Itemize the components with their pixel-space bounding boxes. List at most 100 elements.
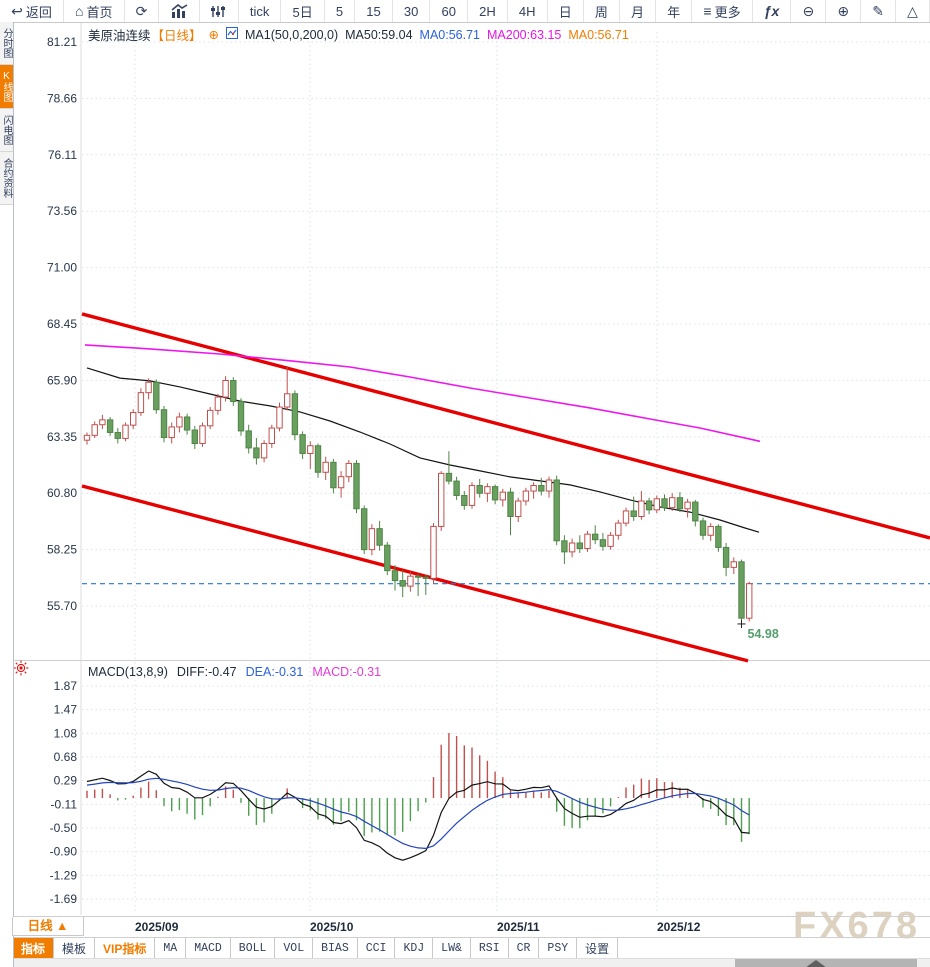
- tab-macd[interactable]: MACD: [186, 938, 231, 958]
- candle: [615, 522, 622, 536]
- indicator-sliders-button[interactable]: [200, 0, 239, 22]
- price-tick-label: 73.56: [47, 204, 77, 218]
- candle: [214, 396, 222, 411]
- candle: [484, 486, 491, 494]
- candle: [291, 393, 299, 436]
- macd-dea-value: DEA:-0.31: [245, 665, 304, 679]
- candle: [715, 525, 722, 548]
- macd-tick-label: 0.29: [54, 774, 78, 788]
- refresh-button[interactable]: ⟳: [125, 0, 160, 22]
- zoom-in-button[interactable]: ⊕: [826, 0, 862, 22]
- more-button[interactable]: ≡ 更多: [692, 0, 753, 22]
- macd-tick-label: -1.29: [50, 868, 78, 882]
- x-axis-label: 2025/12: [657, 920, 701, 934]
- tab-psy[interactable]: PSY: [539, 938, 578, 958]
- candle: [368, 528, 376, 551]
- candle: [260, 443, 268, 459]
- x-axis-label: 2025/10: [310, 920, 354, 934]
- price-tick-label: 55.70: [47, 599, 77, 613]
- candle: [568, 542, 576, 553]
- zoom-out-button[interactable]: ⊖: [791, 0, 827, 22]
- price-tick-label: 81.21: [47, 35, 77, 49]
- candle: [522, 490, 530, 502]
- candle: [106, 419, 114, 433]
- low-price-label: 54.98: [748, 627, 779, 641]
- sidebar-item-time-chart[interactable]: 分时图: [0, 22, 13, 65]
- candle: [183, 416, 191, 431]
- period-5m-button[interactable]: 5: [325, 0, 356, 22]
- sidebar-item-kline-chart[interactable]: K线图: [0, 65, 13, 109]
- price-tick-label: 65.90: [47, 373, 77, 387]
- plus-circle-icon[interactable]: ⊕: [208, 28, 220, 42]
- x-axis-label: 2025/11: [497, 920, 540, 934]
- tab-boll[interactable]: BOLL: [231, 938, 276, 958]
- candle: [430, 525, 437, 579]
- candle: [707, 525, 714, 536]
- formula-button[interactable]: ƒx: [753, 0, 792, 22]
- tab-vol[interactable]: VOL: [275, 938, 314, 958]
- period-30m-button[interactable]: 30: [393, 0, 431, 22]
- period-month-button[interactable]: 月: [620, 0, 657, 22]
- period-60m-button[interactable]: 60: [430, 0, 469, 22]
- tab-settings[interactable]: 设置: [577, 938, 619, 958]
- period-tick-button-label: tick: [249, 3, 270, 19]
- period-selector[interactable]: 日线 ▲: [12, 917, 84, 936]
- candle: [576, 542, 583, 550]
- period-year-button[interactable]: 年: [656, 0, 693, 22]
- candle: [122, 424, 129, 439]
- candles-layer: [83, 366, 753, 622]
- candle: [130, 412, 137, 426]
- draw-button[interactable]: ✎: [861, 0, 897, 22]
- tab-bias[interactable]: BIAS: [313, 938, 358, 958]
- home-button-label: 首页: [86, 4, 113, 20]
- candle: [738, 561, 745, 619]
- period-4h-button-label: 4H: [518, 3, 536, 19]
- refresh-icon: ⟳: [135, 3, 148, 19]
- tab-cr[interactable]: CR: [509, 938, 540, 958]
- period-week-button[interactable]: 周: [584, 0, 620, 22]
- period-day-button[interactable]: 日: [548, 0, 584, 22]
- candle: [592, 533, 599, 541]
- macd-dea-line: [86, 777, 750, 850]
- tab-vip-indicator[interactable]: VIP指标: [95, 938, 156, 958]
- candle: [561, 540, 568, 553]
- trend-channel[interactable]: [81, 312, 930, 663]
- period-tick-button[interactable]: tick: [239, 0, 282, 22]
- back-button[interactable]: ↩ 返回: [0, 0, 64, 22]
- period-30m-button-label: 30: [403, 3, 419, 19]
- tab-template[interactable]: 模板: [54, 938, 96, 958]
- candle: [491, 486, 499, 501]
- tab-ma[interactable]: MA: [155, 938, 187, 958]
- shapes-button[interactable]: △: [896, 0, 930, 22]
- period-15m-button[interactable]: 15: [355, 0, 393, 22]
- candle: [384, 544, 391, 572]
- candle: [515, 500, 522, 517]
- tab-cci[interactable]: CCI: [358, 938, 396, 958]
- symbol-name: 美原油连续: [88, 29, 151, 43]
- back-button-label: 返回: [25, 4, 52, 20]
- home-button[interactable]: ⌂ 首页: [64, 0, 125, 22]
- zoom-out-icon: ⊖: [802, 3, 815, 19]
- x-axis-strip: 2025/09 2025/10 2025/11 2025/12: [13, 916, 930, 937]
- tab-lw[interactable]: LW&: [433, 938, 471, 958]
- candle: [99, 419, 106, 426]
- period-4h-button[interactable]: 4H: [508, 0, 548, 22]
- chart-style-button[interactable]: [159, 0, 200, 22]
- tab-indicator[interactable]: 指标: [13, 938, 55, 958]
- tab-rsi[interactable]: RSI: [471, 938, 509, 958]
- candle: [376, 528, 383, 546]
- bar-chart-icon: [171, 4, 188, 18]
- sidebar-item-contract-info[interactable]: 合约资料: [0, 152, 13, 205]
- candle: [630, 510, 637, 517]
- candle: [391, 570, 399, 582]
- scroll-position-marker[interactable]: [805, 960, 827, 967]
- indicator-settings-icon[interactable]: [13, 660, 29, 681]
- candle: [284, 393, 291, 408]
- sidebar-item-lightning-chart[interactable]: 闪电图: [0, 109, 13, 152]
- candle: [699, 520, 707, 536]
- period-2h-button[interactable]: 2H: [468, 0, 508, 22]
- period-5d-button[interactable]: 5日: [281, 0, 325, 22]
- candle: [330, 461, 337, 489]
- tab-kdj[interactable]: KDJ: [395, 938, 434, 958]
